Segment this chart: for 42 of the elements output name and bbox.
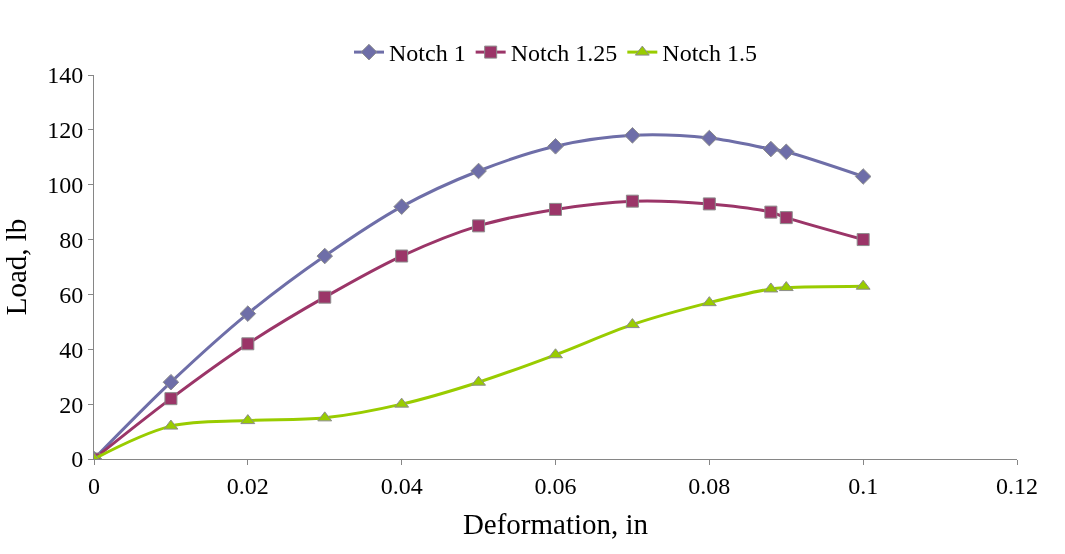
- point: [856, 233, 870, 247]
- point: [547, 138, 564, 155]
- point: [472, 219, 486, 233]
- point: [854, 168, 872, 185]
- y-tick-label: 20: [59, 391, 84, 418]
- x-tick-label: 0.12: [996, 472, 1038, 499]
- x-tick-label: 0.04: [380, 472, 423, 499]
- point: [318, 290, 332, 304]
- x-tick-label: 0.08: [688, 472, 731, 499]
- point: [162, 373, 180, 391]
- legend-label: Notch 1.5: [662, 40, 757, 67]
- point: [762, 140, 780, 158]
- legend-label: Notch 1: [389, 40, 466, 67]
- point: [549, 202, 562, 216]
- y-tick-label: 80: [59, 226, 84, 253]
- y-tick-label: 140: [47, 62, 84, 89]
- y-axis-title: Load, lb: [0, 218, 32, 316]
- y-tick-label: 100: [47, 172, 84, 199]
- x-tick-label: 0.06: [534, 472, 577, 499]
- point: [764, 205, 778, 219]
- x-tick-label: 0.02: [226, 472, 269, 499]
- point: [625, 194, 639, 208]
- point: [393, 198, 410, 215]
- y-tick-label: 0: [71, 446, 84, 473]
- point: [779, 211, 793, 225]
- point: [701, 129, 718, 147]
- point: [316, 247, 334, 265]
- point: [702, 197, 716, 211]
- y-tick-label: 60: [59, 281, 84, 308]
- y-tick-label: 120: [47, 117, 84, 144]
- point: [164, 392, 178, 406]
- point: [624, 127, 641, 144]
- y-tick-label: 40: [59, 336, 84, 363]
- legend-label: Notch 1.25: [510, 40, 618, 67]
- point: [395, 249, 409, 263]
- point: [548, 348, 563, 359]
- point: [241, 337, 255, 351]
- x-axis-title: Deformation, in: [462, 507, 649, 540]
- point: [239, 305, 257, 322]
- point: [470, 162, 487, 180]
- x-tick-label: 0.1: [848, 472, 879, 499]
- point: [777, 143, 795, 161]
